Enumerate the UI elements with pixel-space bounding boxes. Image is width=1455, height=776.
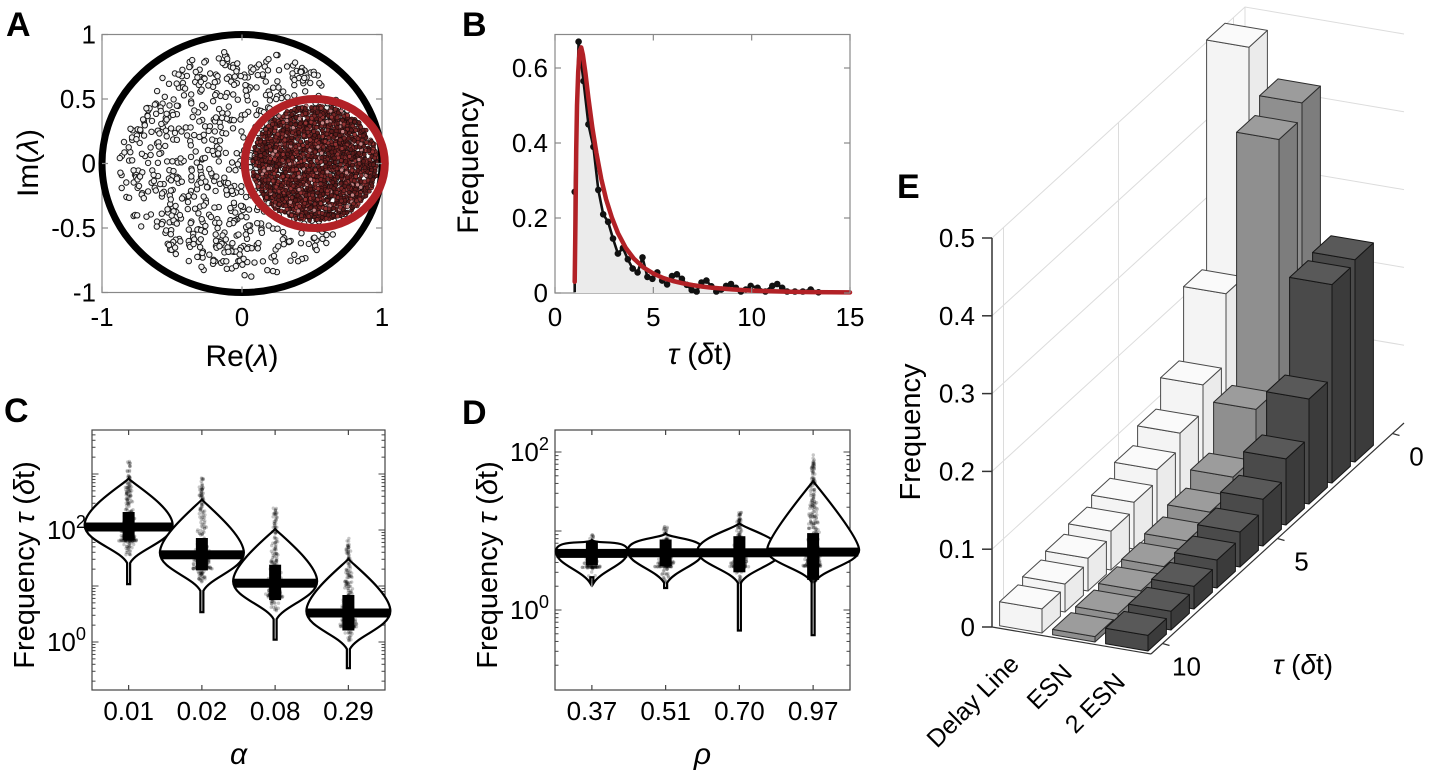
c-violin-0.08 xyxy=(232,506,319,641)
eigenvalue-scatter xyxy=(116,49,381,280)
e-ytick: 0.2 xyxy=(939,456,975,486)
c-ylabel: Frequency τ (δt) xyxy=(9,461,41,669)
a-xtick: -1 xyxy=(90,302,113,332)
c-ytick: 102 xyxy=(47,512,86,545)
e-bar xyxy=(1105,610,1167,652)
d-violin-0.97 xyxy=(766,453,861,637)
c-violin-0.02 xyxy=(158,476,245,614)
d-violin-0.37 xyxy=(554,533,629,588)
e-tau-tick: 5 xyxy=(1294,547,1308,577)
b-xtick: 5 xyxy=(646,302,660,332)
b-distribution-area xyxy=(574,41,819,294)
d-xtick: 0.51 xyxy=(640,696,691,726)
panel-a: -1 -0.5 0 0.5 1 -1 0 1 Re(λ) Im(λ) xyxy=(12,20,389,374)
violin-median-bar xyxy=(234,578,317,588)
panel-label-d: D xyxy=(462,394,487,432)
c-xtick: 0.08 xyxy=(250,696,301,726)
d-ytick: 102 xyxy=(510,434,549,467)
violin-median-bar xyxy=(698,548,781,558)
a-ytick: -0.5 xyxy=(51,213,96,243)
e-ytick: 0.5 xyxy=(939,223,975,253)
b-ytick: 0 xyxy=(534,278,548,308)
a-ytick: -1 xyxy=(73,278,96,308)
d-ytick: 100 xyxy=(510,592,549,625)
e-ytick: 0.1 xyxy=(939,534,975,564)
a-xtick: 0 xyxy=(235,302,249,332)
panel-d: 0.37 0.51 0.70 0.97 100 102 ρ Frequency τ (δt) xyxy=(472,429,861,771)
panel-label-b: B xyxy=(462,6,487,44)
a-xlabel: Re(λ) xyxy=(205,340,278,373)
a-ytick: 1 xyxy=(82,20,96,50)
b-ytick: 0.2 xyxy=(512,203,548,233)
panel-label-c: C xyxy=(4,392,29,430)
e-ytick: 0 xyxy=(961,612,975,642)
a-ylabel: Im(λ) xyxy=(12,129,45,197)
d-xlabel: ρ xyxy=(693,738,711,771)
panel-b: 0 0.2 0.4 0.6 0 5 10 15 τ (δt) Frequency xyxy=(452,33,865,371)
d-xtick: 0.70 xyxy=(714,696,765,726)
b-xtick: 10 xyxy=(737,302,766,332)
e-ytick: 0.4 xyxy=(939,301,975,331)
a-ytick: 0.5 xyxy=(60,84,96,114)
violin-median-bar xyxy=(628,548,703,558)
c-xlabel: α xyxy=(230,738,248,771)
e-ylabel: Frequency xyxy=(895,363,927,501)
e-ytick: 0.3 xyxy=(939,379,975,409)
violin-median-bar xyxy=(768,547,859,557)
c-xtick: 0.02 xyxy=(177,696,228,726)
panel-c: 0.01 0.02 0.08 0.29 100 102 α Frequency τ (δt) xyxy=(9,429,392,771)
e-tau-tick: 0 xyxy=(1409,442,1423,472)
e-tau-tick: 10 xyxy=(1172,652,1201,682)
b-ytick: 0.6 xyxy=(512,53,548,83)
b-ylabel: Frequency xyxy=(452,92,485,234)
d-violin-0.51 xyxy=(626,524,705,590)
e-method-label: Delay Line xyxy=(921,650,1024,753)
panel-label-a: A xyxy=(6,6,31,44)
e-xlabel: τ (δt) xyxy=(1273,649,1333,680)
esn-spectrum-circle xyxy=(240,95,389,232)
violin-median-bar xyxy=(556,548,628,558)
b-xtick: 15 xyxy=(836,302,865,332)
e-bar-row-2-esn xyxy=(1105,235,1374,652)
a-xtick: 1 xyxy=(375,302,389,332)
b-xtick: 0 xyxy=(548,302,562,332)
panel-label-e: E xyxy=(897,168,920,206)
d-ylabel: Frequency τ (δt) xyxy=(472,461,504,669)
e-method-label: ESN xyxy=(1022,659,1078,715)
c-ytick: 100 xyxy=(47,624,86,657)
violin-median-bar xyxy=(85,522,172,532)
d-xtick: 0.97 xyxy=(788,696,839,726)
b-xlabel: τ (δt) xyxy=(668,338,733,371)
b-fitted-curve xyxy=(572,45,853,295)
violin-median-bar xyxy=(160,550,243,560)
c-violin-0.29 xyxy=(305,536,392,670)
violin-median-bar xyxy=(307,608,390,618)
e-bar xyxy=(999,584,1061,634)
a-ytick: 0 xyxy=(82,149,96,179)
d-xtick: 0.37 xyxy=(567,696,618,726)
c-violin-0.01 xyxy=(83,459,174,586)
d-violin-0.70 xyxy=(696,510,783,632)
c-xtick: 0.29 xyxy=(323,696,374,726)
c-xtick: 0.01 xyxy=(103,696,154,726)
b-ytick: 0.4 xyxy=(512,128,548,158)
